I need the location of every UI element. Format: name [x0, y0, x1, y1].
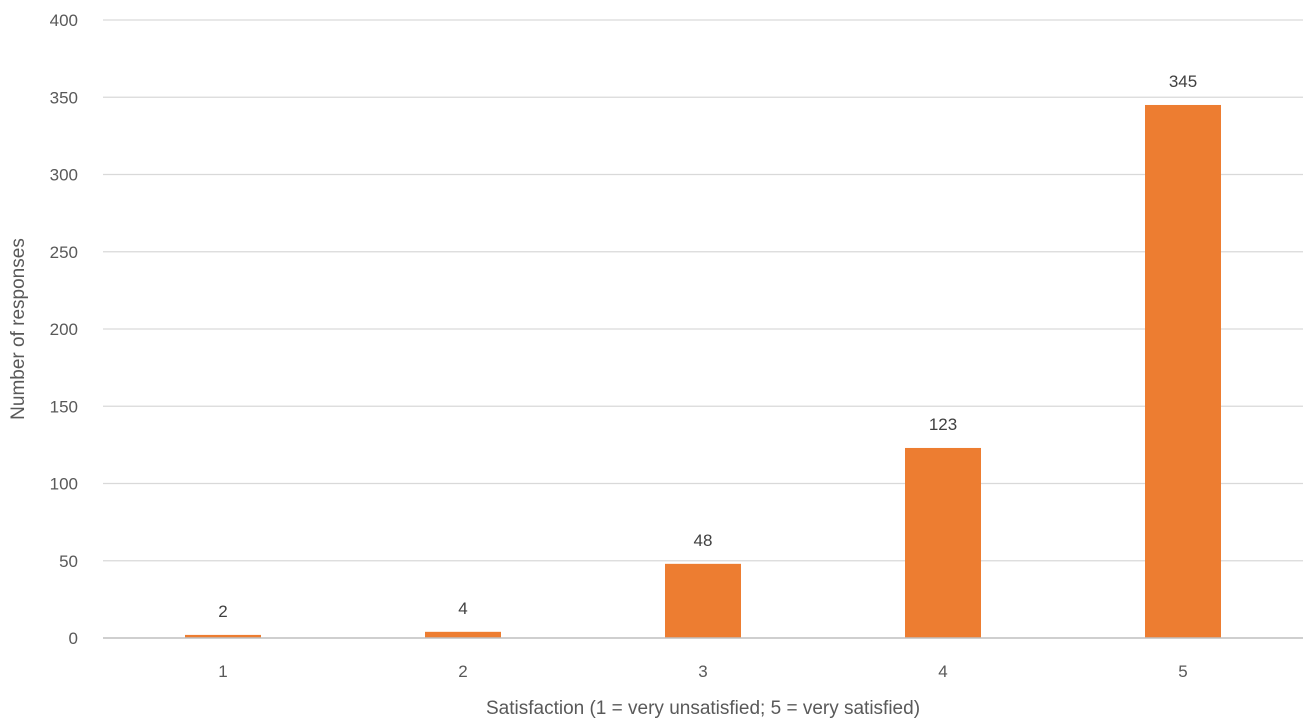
y-tick-label: 150 [50, 397, 78, 416]
bars [185, 104, 1221, 639]
bar-2 [425, 631, 501, 638]
y-tick-label: 100 [50, 475, 78, 494]
y-tick-label: 50 [59, 552, 78, 571]
x-axis-title: Satisfaction (1 = very unsatisfied; 5 = … [486, 698, 920, 719]
bar-5 [1145, 104, 1221, 639]
y-tick-label: 400 [50, 11, 78, 30]
y-tick-label: 200 [50, 320, 78, 339]
y-axis-ticks: 0 50 100 150 200 250 300 350 400 [50, 11, 78, 648]
y-tick-label: 300 [50, 166, 78, 185]
data-label-4: 123 [929, 415, 957, 434]
x-axis-ticks: 1 2 3 4 5 [218, 662, 1187, 681]
x-tick-label-3: 3 [698, 662, 707, 681]
y-tick-label: 0 [69, 629, 78, 648]
bar-1 [185, 634, 261, 638]
gridlines [103, 19, 1303, 562]
x-tick-label-2: 2 [458, 662, 467, 681]
bar-3 [665, 563, 741, 638]
data-label-1: 2 [218, 602, 227, 621]
x-tick-label-4: 4 [938, 662, 947, 681]
x-tick-label-1: 1 [218, 662, 227, 681]
data-labels: 2 4 48 123 345 [218, 72, 1197, 621]
y-axis-title: Number of responses [8, 238, 29, 420]
y-tick-label: 350 [50, 88, 78, 107]
data-label-2: 4 [458, 599, 467, 618]
bar-4 [905, 447, 981, 638]
x-tick-label-5: 5 [1178, 662, 1187, 681]
data-label-3: 48 [694, 531, 713, 550]
y-tick-label: 250 [50, 243, 78, 262]
data-label-5: 345 [1169, 72, 1197, 91]
